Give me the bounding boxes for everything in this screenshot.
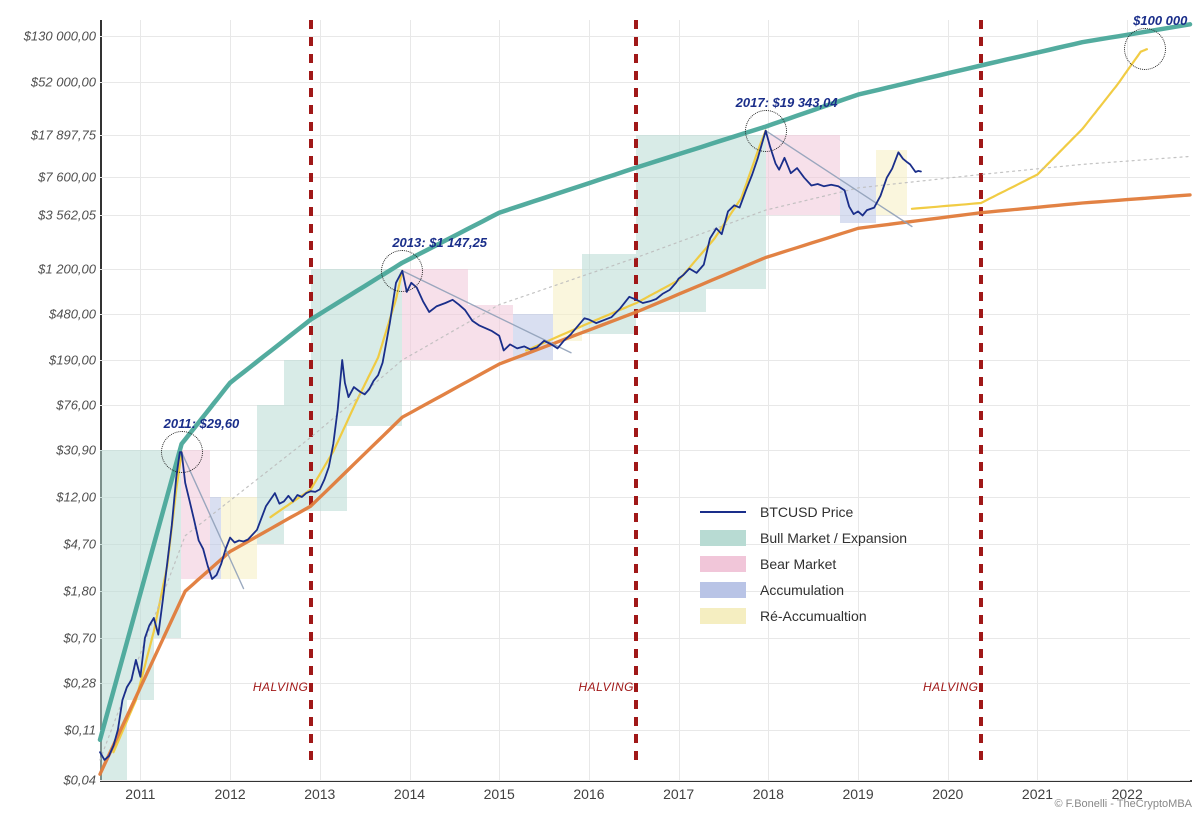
y-axis-label: $130 000,00 [24,29,96,44]
legend-swatch [700,608,746,624]
legend-label: Ré-Accumualtion [760,604,867,628]
legend: BTCUSD PriceBull Market / ExpansionBear … [700,500,907,630]
y-axis-label: $17 897,75 [31,127,96,142]
peak-circle [1124,28,1166,70]
peak-circle [381,250,423,292]
y-axis-label: $1,80 [63,584,96,599]
legend-item: Bull Market / Expansion [700,526,907,550]
peak-circle [745,110,787,152]
x-axis-label: 2017 [663,786,694,802]
y-axis-label: $0,04 [63,773,96,788]
x-axis-label: 2015 [484,786,515,802]
chart-svg [100,20,1190,780]
peak-circle [161,431,203,473]
legend-item: Accumulation [700,578,907,602]
legend-swatch [700,556,746,572]
x-axis-label: 2013 [304,786,335,802]
x-axis-label: 2016 [573,786,604,802]
y-axis-label: $30,90 [56,443,96,458]
x-axis-label: 2011 [125,786,155,802]
peak-label: $100 000 [1133,13,1187,28]
legend-label: Accumulation [760,578,844,602]
peak-label: 2011: $29,60 [164,416,240,431]
y-axis-label: $0,28 [63,676,96,691]
legend-swatch [700,511,746,513]
y-axis-label: $4,70 [63,536,96,551]
gridline-y [100,780,1190,781]
y-axis-label: $190,00 [49,353,96,368]
legend-item: Bear Market [700,552,907,576]
y-axis-label: $1 200,00 [38,261,96,276]
x-axis-label: 2012 [215,786,246,802]
legend-swatch [700,530,746,546]
y-axis-label: $3 562,05 [38,207,96,222]
x-axis-label: 2021 [1022,786,1053,802]
y-axis-label: $0,70 [63,631,96,646]
legend-label: BTCUSD Price [760,500,853,524]
legend-label: Bull Market / Expansion [760,526,907,550]
chart-container: $0,04 $0,11 $0,28 $0,70 $1,80 $4,70 $12,00 $30,… [0,0,1200,813]
peak-label: 2017: $19 343,04 [736,95,838,110]
x-axis-label: 2018 [753,786,784,802]
legend-swatch [700,582,746,598]
y-axis-label: $0,11 [64,722,96,737]
y-axis-label: $480,00 [49,307,96,322]
legend-label: Bear Market [760,552,836,576]
x-axis-label: 2019 [842,786,873,802]
x-axis-label: 2020 [932,786,963,802]
peak-label: 2013: $1 147,25 [392,235,487,250]
credit-text: © F.Bonelli - TheCryptoMBA [1054,798,1192,810]
y-axis-label: $76,00 [56,398,96,413]
legend-item: Ré-Accumualtion [700,604,907,628]
legend-item: BTCUSD Price [700,500,907,524]
y-axis-label: $52 000,00 [31,74,96,89]
x-axis-label: 2014 [394,786,425,802]
y-axis-label: $12,00 [56,490,96,505]
y-axis-label: $7 600,00 [38,170,96,185]
